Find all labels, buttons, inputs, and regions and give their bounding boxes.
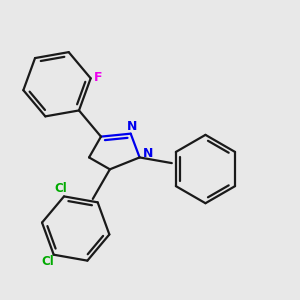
Text: N: N <box>127 120 137 133</box>
Text: Cl: Cl <box>55 182 67 194</box>
Text: N: N <box>143 147 153 161</box>
Text: F: F <box>94 70 102 83</box>
Text: Cl: Cl <box>42 255 54 268</box>
